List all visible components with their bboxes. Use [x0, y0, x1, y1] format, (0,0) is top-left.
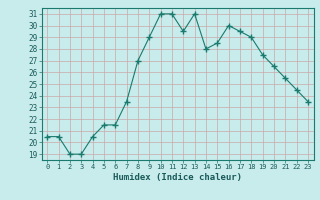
X-axis label: Humidex (Indice chaleur): Humidex (Indice chaleur)	[113, 173, 242, 182]
